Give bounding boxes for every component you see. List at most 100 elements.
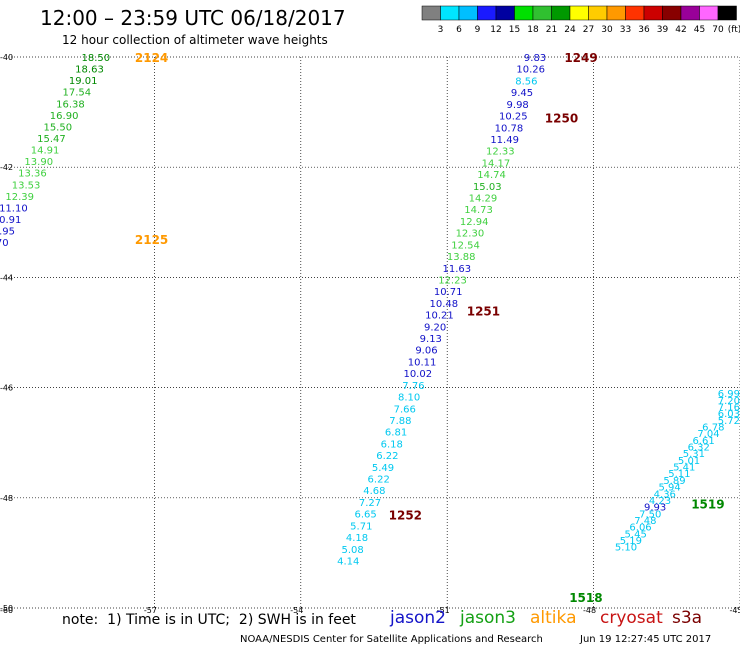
swh-point: 9.45: [511, 88, 533, 99]
legend-altika: altika: [530, 608, 577, 628]
swh-point: 7.04: [697, 429, 719, 440]
swh-point: 12.39: [5, 192, 34, 203]
swh-point: 7.20: [718, 396, 740, 407]
colorbar-tick: 9: [475, 25, 481, 35]
swh-point: 14.29: [469, 194, 498, 205]
swh-point: 7.76: [402, 381, 424, 392]
colorbar-tick: 12: [490, 25, 501, 35]
x-tick-label: -57: [144, 606, 157, 615]
colorbar-swatch: [699, 5, 719, 21]
colorbar-tick: 18: [527, 25, 539, 35]
swh-point: 5.72: [718, 416, 740, 427]
colorbar-swatch: [662, 5, 682, 21]
colorbar-tick: 36: [638, 25, 650, 35]
swh-point: 14.73: [464, 205, 493, 216]
legend-cryosat: cryosat: [600, 608, 663, 628]
swh-point: 5.71: [350, 521, 372, 532]
swh-point: 14.91: [31, 146, 60, 157]
pass-label: 1249: [564, 51, 597, 65]
colorbar-unit: (ft): [728, 25, 740, 35]
swh-point: 6.99: [718, 389, 740, 400]
x-tick-label: -45: [729, 606, 740, 615]
swh-point: 15.50: [43, 122, 72, 133]
swh-point: 4.68: [363, 486, 385, 497]
chart-subtitle: 12 hour collection of altimeter wave hei…: [62, 33, 328, 47]
swh-point: 10.95: [0, 227, 15, 238]
swh-point: 4.18: [346, 533, 368, 544]
swh-point: 6.18: [381, 439, 403, 450]
legend-s3a: s3a: [672, 608, 703, 628]
colorbar-swatch: [514, 5, 534, 21]
colorbar-swatch: [477, 5, 497, 21]
swh-point: 10.48: [430, 299, 459, 310]
y-tick-label: -48: [0, 494, 13, 503]
colorbar-swatch: [717, 5, 737, 21]
swh-point: 13.88: [447, 252, 476, 263]
swh-point: 6.22: [368, 475, 390, 486]
swh-point: 12.23: [438, 275, 467, 286]
colorbar-tick: 15: [509, 25, 520, 35]
swh-point: 6.03: [718, 409, 740, 420]
swh-point: 10.70: [0, 238, 9, 249]
swh-point: 9.20: [424, 322, 446, 333]
swh-point: 6.32: [688, 443, 710, 454]
colorbar: 3 6 9 12 15 18 21 24 27 30 33 36 39 42 45 70 (ft): [421, 5, 740, 35]
colorbar-tick: 39: [657, 25, 669, 35]
colorbar-tick: 21: [546, 25, 557, 35]
colorbar-swatch: [606, 5, 626, 21]
colorbar-tick: 24: [564, 25, 576, 35]
swh-point: 5.41: [673, 463, 695, 474]
colorbar-swatch: [440, 5, 460, 21]
swh-point: 10.26: [516, 65, 545, 76]
colorbar-tick: 33: [620, 25, 631, 35]
swh-point: 14.17: [482, 158, 511, 169]
swh-point: 17.54: [62, 88, 91, 99]
x-tick-label: -51: [437, 606, 450, 615]
swh-point: 9.13: [420, 334, 442, 345]
colorbar-swatch: [495, 5, 515, 21]
swh-point: 9.83: [524, 53, 546, 64]
swh-point: 5.89: [663, 476, 685, 487]
swh-point: 5.10: [615, 543, 637, 554]
swh-point: 5.31: [683, 449, 705, 460]
swh-point: 5.01: [678, 456, 700, 467]
swh-point: 5.94: [659, 483, 681, 494]
page-title: 12:00 – 23:59 UTC 06/18/2017: [40, 6, 346, 30]
swh-point: 16.38: [56, 99, 85, 110]
colorbar-tick: 70: [712, 25, 724, 35]
swh-point: 10.78: [495, 123, 524, 134]
y-tick-label: -44: [0, 273, 13, 282]
colorbar-swatch: [551, 5, 571, 21]
timestamp: Jun 19 12:27:45 UTC 2017: [580, 634, 712, 645]
swh-point: 9.06: [415, 346, 437, 357]
note-text: note: 1) Time is in UTC; 2) SWH is in fe…: [62, 612, 356, 628]
swh-point: 5.11: [668, 469, 690, 480]
swh-point: 15.03: [473, 182, 502, 193]
pass-label: 2124: [135, 51, 168, 65]
swh-point: 7.50: [639, 509, 661, 520]
footer-credit: NOAA/NESDIS Center for Satellite Applica…: [240, 634, 543, 645]
pass-label: 1250: [545, 112, 578, 126]
swh-point: 5.19: [620, 536, 642, 547]
swh-point: 10.71: [434, 287, 463, 298]
swh-point: 14.74: [477, 170, 506, 181]
swh-point: 6.78: [702, 423, 724, 434]
swh-point: 18.50: [82, 53, 111, 64]
x-tick-label: -54: [290, 606, 303, 615]
swh-point: 8.10: [398, 393, 420, 404]
swh-point: 13.36: [18, 169, 47, 180]
y-tick-label: -40: [0, 53, 13, 62]
colorbar-swatch: [569, 5, 589, 21]
colorbar-swatch: [458, 5, 478, 21]
y-tick-label: -46: [0, 384, 13, 393]
x-tick-label: -48: [583, 606, 596, 615]
legend-jason2: jason2: [390, 608, 446, 628]
swh-point: 11.63: [443, 264, 472, 275]
colorbar-swatch: [588, 5, 608, 21]
swh-point: 10.25: [499, 112, 528, 123]
colorbar-tick: 45: [694, 25, 705, 35]
swh-point: 8.56: [515, 76, 537, 87]
swh-point: 12.54: [451, 240, 480, 251]
swh-point: 10.21: [425, 311, 454, 322]
